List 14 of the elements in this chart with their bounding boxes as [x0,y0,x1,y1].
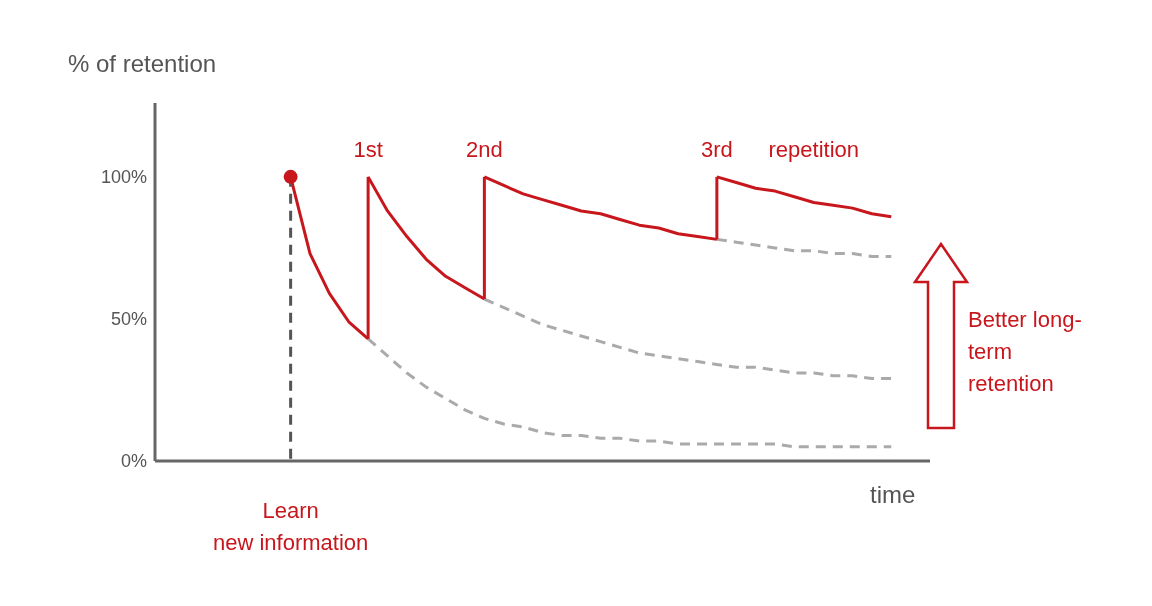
annotation: 2nd [465,136,504,165]
x-axis-title: time [870,481,916,509]
annotation: 1st [353,137,383,163]
line-series [366,337,893,449]
y-axis-title: % of retention [68,50,217,78]
y-tick-label: 0% [120,451,147,472]
annotation: 3rd [700,137,733,163]
text: Better long-term retention [968,306,1083,398]
text: Learn new information [211,497,370,557]
line-series [715,237,893,258]
y-tick-label: 100% [100,167,147,188]
y-tick-label: 50% [110,309,147,330]
line-series [482,297,893,381]
annotation: repetition [768,137,859,163]
